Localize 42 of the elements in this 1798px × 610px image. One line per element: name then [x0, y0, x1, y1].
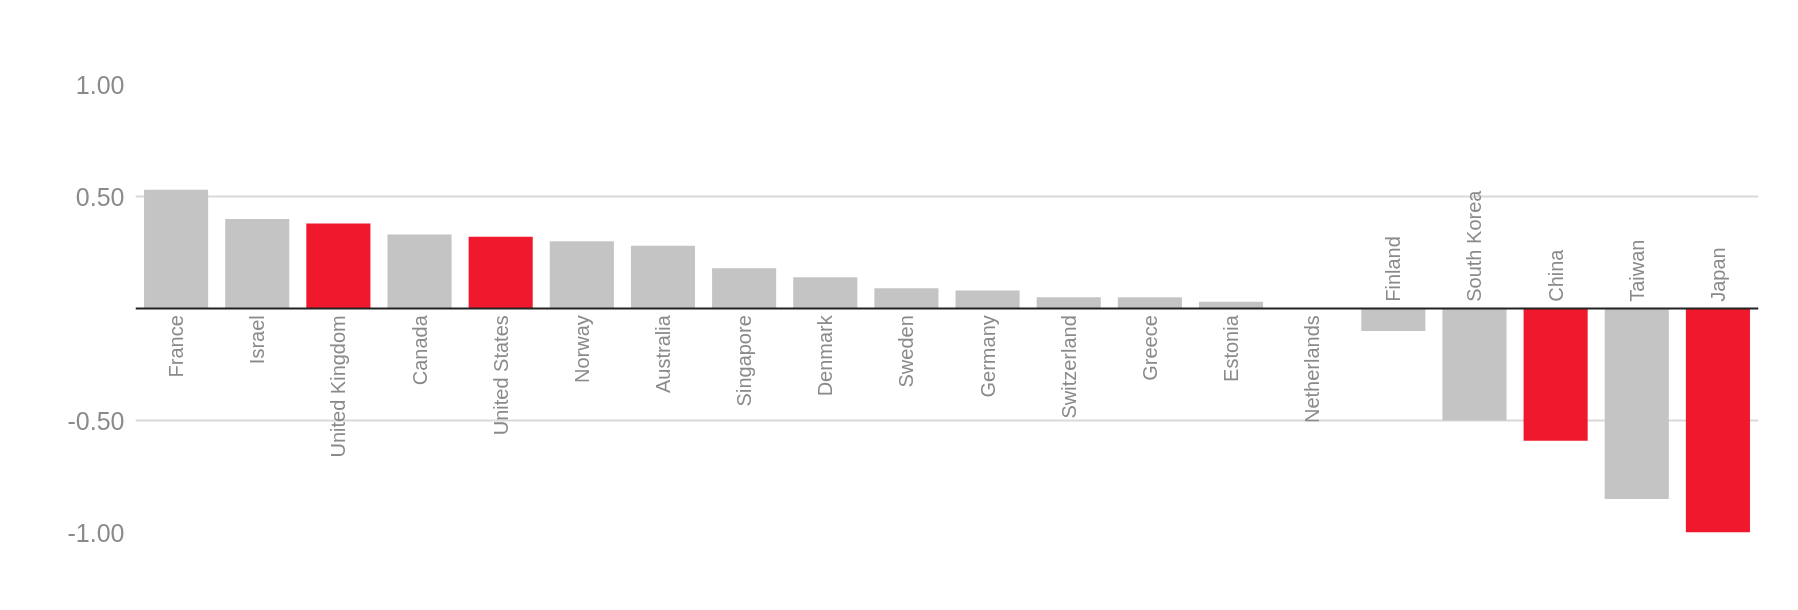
bar: [1523, 308, 1588, 441]
x-tick-label: Australia: [651, 314, 674, 394]
bar: [144, 189, 209, 309]
x-tick-label: Singapore: [733, 315, 756, 407]
x-tick-label: South Korea: [1463, 189, 1486, 302]
x-tick-label: United Kingdom: [327, 315, 350, 458]
x-tick-label: Denmark: [814, 314, 837, 397]
y-tick-label: -0.50: [67, 406, 125, 435]
y-tick-label: -1.00: [67, 518, 125, 547]
bar: [1361, 308, 1426, 331]
x-tick-label: Israel: [246, 315, 269, 365]
x-tick-label: France: [165, 315, 188, 378]
bar: [468, 236, 533, 309]
x-tick-label: Germany: [976, 315, 999, 398]
bar: [874, 288, 939, 309]
x-tick-label: China: [1544, 248, 1567, 302]
x-tick-label: Greece: [1138, 315, 1161, 381]
bar: [549, 241, 614, 309]
x-tick-label: Japan: [1706, 247, 1729, 302]
x-tick-label: Sweden: [895, 315, 918, 388]
x-tick-label: Norway: [570, 315, 593, 384]
bar: [1685, 308, 1750, 533]
bar: [1036, 297, 1101, 309]
bar: [225, 218, 290, 309]
bar: [306, 223, 371, 309]
bar: [630, 245, 696, 309]
bar: [387, 234, 452, 309]
bar: [1604, 308, 1669, 499]
bar: [712, 268, 777, 309]
x-tick-label: Finland: [1382, 236, 1405, 302]
bar: [793, 277, 858, 309]
bar: [1442, 308, 1507, 421]
bar: [955, 290, 1020, 309]
y-tick-label: 0.50: [75, 182, 125, 211]
bar: [1117, 297, 1182, 309]
x-tick-label: Taiwan: [1625, 239, 1648, 302]
x-tick-label: Switzerland: [1057, 315, 1080, 419]
x-tick-label: Canada: [408, 314, 431, 386]
x-tick-label: United States: [489, 315, 512, 436]
x-tick-label: Estonia: [1220, 314, 1243, 382]
y-tick-label: 1.00: [75, 70, 125, 99]
x-tick-label: Netherlands: [1301, 315, 1324, 424]
